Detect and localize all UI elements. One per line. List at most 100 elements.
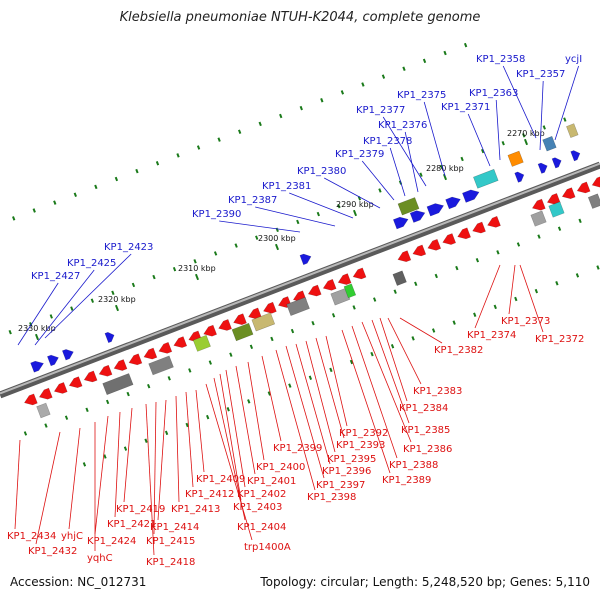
bottom-label-leader [153,401,157,535]
guide-dot [196,145,201,150]
gene-block [473,168,499,189]
gene-label-kp1-2381: KP1_2381 [262,181,311,192]
ruler-tick-label: 2270 kbp [507,129,545,138]
guide-dot [172,266,177,272]
guide-dot [463,42,468,48]
guide-dot [70,306,74,311]
guide-dot [357,196,362,201]
bottom-label-leader [157,399,167,521]
ruler-tick [34,333,40,341]
guide-dot [542,125,546,130]
bottom-label-leader [379,317,408,402]
bottom-label-leader [213,377,246,521]
map-title: Klebsiella pneumoniae NTUH-K2044, comple… [119,10,481,25]
guide-dot [44,423,48,428]
guide-dot [434,273,438,279]
forward-gene-arrow [537,162,548,174]
bottom-label-leader [94,415,109,535]
bottom-label-leader [341,329,391,474]
bottom-label-leader [68,427,81,530]
gene-label-kp1-2384: KP1_2384 [399,403,448,414]
reverse-gene-arrow [561,187,576,200]
top-label-leader [17,282,59,346]
guide-dot [188,368,192,373]
gene-label-kp1-2397: KP1_2397 [316,480,365,491]
gene-label-kp1-2388: KP1_2388 [389,460,438,471]
gene-block [343,283,357,299]
top-label-leader [467,113,491,167]
bottom-label-leader [371,319,410,424]
guide-dot [90,298,95,303]
gene-label-kp1-2398: KP1_2398 [307,492,356,503]
guide-dot [270,336,274,342]
guide-dot [29,322,33,327]
guide-dot [155,161,160,166]
top-label-leader [324,177,381,209]
top-label-leader [361,160,395,201]
gene-label-kp1-2414: KP1_2414 [150,522,199,533]
top-label-leader [382,116,427,187]
guide-dot [193,259,197,264]
bottom-label-leader [145,403,155,556]
gene-block [542,135,557,152]
ruler-tick-label: 2310 kbp [178,264,216,273]
guide-dot [337,203,341,209]
bottom-label-leader [247,361,265,461]
bottom-label-leader [519,264,544,333]
guide-dot [596,265,600,270]
ruler-tick-label: 2330 kbp [18,324,56,333]
gene-block [286,296,310,316]
reverse-gene-arrow [263,301,277,314]
guide-dot [481,148,485,154]
guide-dot [320,98,324,103]
top-label-leader [423,101,446,177]
reverse-gene-arrow [472,221,486,234]
reverse-gene-arrow [487,215,501,228]
reverse-gene-arrow [53,382,68,394]
forward-gene-arrow [392,216,409,230]
guide-dot [516,242,521,247]
top-label-leader [255,206,336,227]
gene-label-yqhc: yqhC [87,553,113,564]
gene-label-kp1-2386: KP1_2386 [403,444,452,455]
gene-block [548,201,565,218]
top-label-leader [289,192,354,219]
ruler-tick [194,273,200,281]
reverse-gene-arrow [397,250,412,263]
guide-dot [331,313,336,318]
gene-block [392,270,407,286]
guide-dot [473,312,477,317]
guide-dot [94,184,98,190]
guide-dot [402,66,406,72]
guide-dot [267,391,271,396]
gene-label-kp1-2363: KP1_2363 [469,88,518,99]
gene-label-trp1400a: trp1400A [244,542,291,553]
forward-gene-arrow [409,210,426,223]
guide-dot [370,351,374,357]
bottom-label-leader [35,431,61,545]
top-label-leader [219,220,301,233]
reverse-gene-arrow [248,307,262,320]
genome-backbone-highlight [0,162,600,395]
gene-label-kp1-2423: KP1_2423 [104,242,153,253]
guide-dot [381,74,386,79]
guide-dot [460,156,464,162]
reverse-gene-arrow [203,324,217,337]
gene-block [530,210,547,227]
gene-label-kp1-2377: KP1_2377 [356,105,405,116]
gene-label-kp1-2400: KP1_2400 [256,462,305,473]
gene-label-kp1-2404: KP1_2404 [237,522,286,533]
bottom-label-leader [175,395,180,503]
gene-label-kp1-2415: KP1_2415 [146,536,195,547]
guide-dot [85,407,89,413]
bottom-label-leader [351,325,398,459]
guide-dot [249,344,254,350]
guide-dot [144,438,148,443]
guide-dot [279,113,283,119]
reverse-gene-arrow [173,336,188,348]
guide-dot [258,121,262,127]
gene-label-kp1-2434: KP1_2434 [7,531,56,542]
gene-block [507,150,524,167]
genome-backbone [0,161,600,399]
